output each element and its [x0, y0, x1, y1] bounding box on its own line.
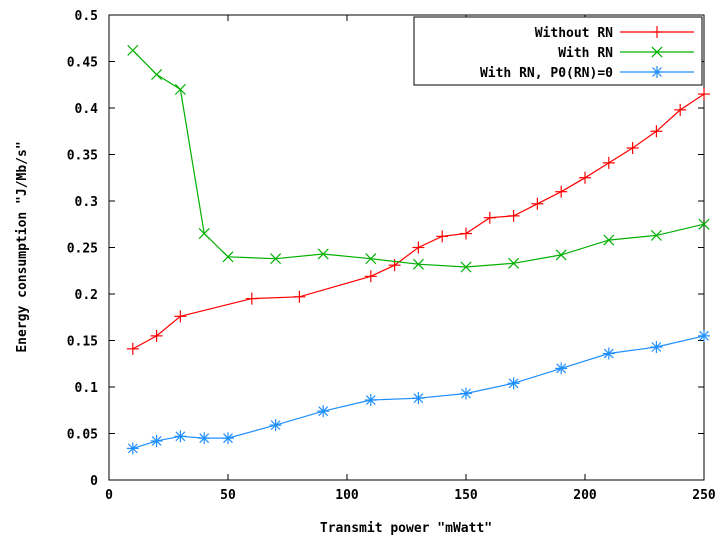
data-point — [365, 270, 377, 282]
data-point — [460, 228, 472, 240]
data-point — [412, 242, 424, 254]
series-layer — [127, 45, 710, 454]
y-axis-label: Energy consumption "J/Mb/s" — [15, 141, 30, 352]
data-point — [531, 198, 543, 210]
series-1 — [127, 88, 710, 355]
data-point — [152, 69, 162, 79]
y-tick-label: 0.1 — [75, 381, 99, 396]
data-point — [436, 230, 448, 242]
legend-marker — [651, 66, 663, 78]
data-point — [650, 341, 662, 353]
x-tick-label: 200 — [573, 488, 597, 503]
data-point — [508, 377, 520, 389]
y-tick-label: 0.4 — [75, 102, 99, 117]
data-point — [246, 293, 258, 305]
data-point — [698, 88, 710, 100]
y-tick-label: 0.25 — [67, 242, 98, 257]
x-tick-label: 0 — [105, 488, 113, 503]
x-tick-label: 50 — [220, 488, 236, 503]
x-axis-label: Transmit power "mWatt" — [320, 521, 492, 536]
data-point — [460, 388, 472, 400]
data-point — [412, 392, 424, 404]
data-point — [555, 186, 567, 198]
data-point — [603, 157, 615, 169]
series-line — [133, 336, 704, 449]
y-tick-label: 0.35 — [67, 149, 98, 164]
data-point — [222, 432, 234, 444]
legend-label: Without RN — [535, 26, 613, 41]
legend-label: With RN, P0(RN)=0 — [480, 66, 613, 81]
data-point — [151, 330, 163, 342]
data-point — [293, 291, 305, 303]
data-point — [151, 435, 163, 447]
data-point — [317, 405, 329, 417]
y-tick-label: 0.05 — [67, 428, 98, 443]
data-point — [270, 419, 282, 431]
data-point — [579, 172, 591, 184]
data-point — [174, 430, 186, 442]
y-tick-label: 0.5 — [75, 9, 98, 24]
data-point — [555, 362, 567, 374]
legend: Without RN With RN With RN, P0(RN)=0 — [414, 17, 702, 85]
y-tick-label: 0.45 — [67, 56, 98, 71]
y-tick-label: 0.15 — [67, 335, 98, 350]
data-point — [127, 442, 139, 454]
legend-label: With RN — [558, 46, 613, 61]
x-tick-label: 150 — [454, 488, 478, 503]
data-point — [127, 343, 139, 355]
data-point — [508, 210, 520, 222]
data-point — [627, 142, 639, 154]
y-tick-label: 0.3 — [75, 195, 98, 210]
series-line — [133, 94, 704, 349]
data-point — [698, 330, 710, 342]
data-point — [484, 212, 496, 224]
x-tick-label: 100 — [335, 488, 359, 503]
data-point — [128, 45, 138, 55]
data-point — [198, 432, 210, 444]
y-tick-label: 0.2 — [75, 288, 98, 303]
data-point — [603, 348, 615, 360]
y-tick-label: 0 — [90, 474, 98, 489]
series-3 — [127, 330, 710, 455]
x-tick-label: 250 — [692, 488, 716, 503]
data-point — [365, 394, 377, 406]
